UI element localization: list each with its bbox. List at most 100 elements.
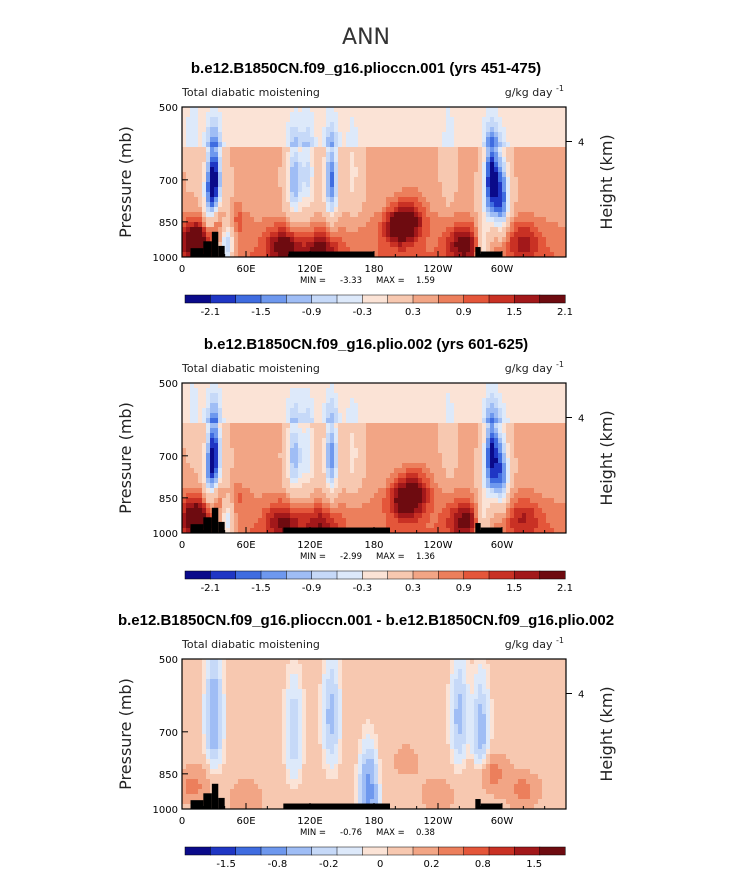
heatmap-cell (494, 202, 498, 207)
heatmap-cell (458, 408, 462, 413)
heatmap-cell (222, 448, 226, 453)
heatmap-cell (478, 142, 482, 147)
heatmap-cell (446, 197, 450, 202)
heatmap-cell (290, 212, 294, 217)
heatmap-cell (234, 428, 238, 433)
heatmap-cell (430, 463, 434, 468)
heatmap-cell (430, 212, 434, 217)
heatmap-cell (534, 413, 538, 418)
heatmap-cell (386, 112, 390, 117)
heatmap-cell (530, 192, 534, 197)
heatmap-cell (434, 142, 438, 147)
heatmap-cell (254, 112, 258, 117)
heatmap-cell (386, 122, 390, 127)
chart-panel-1: b.e12.B1850CN.f09_g16.plioccn.001 (yrs 4… (116, 60, 616, 318)
heatmap-cell (386, 182, 390, 187)
heatmap-cell (422, 393, 426, 398)
heatmap-cell (486, 212, 490, 217)
heatmap-cell (510, 232, 514, 237)
heatmap-cell (258, 403, 262, 408)
heatmap-cell (410, 197, 414, 202)
heatmap-cell (314, 393, 318, 398)
heatmap-cell (330, 408, 334, 413)
heatmap-cell (442, 433, 446, 438)
heatmap-cell (430, 232, 434, 237)
heatmap-cell (290, 147, 294, 152)
heatmap-cell (238, 182, 242, 187)
heatmap-cell (378, 473, 382, 478)
heatmap-cell (230, 413, 234, 418)
heatmap-cell (222, 127, 226, 132)
heatmap-cell (434, 473, 438, 478)
heatmap-cell (330, 122, 334, 127)
heatmap-cell (398, 177, 402, 182)
colorbar-label: -1.5 (251, 307, 271, 318)
heatmap-cell (490, 448, 494, 453)
heatmap-cell (278, 423, 282, 428)
heatmap-cell (282, 443, 286, 448)
heatmap-cell (462, 177, 466, 182)
heatmap-cell (490, 403, 494, 408)
heatmap-cell (254, 398, 258, 403)
heatmap-cell (398, 468, 402, 473)
heatmap-cell (210, 202, 214, 207)
heatmap-cell (406, 187, 410, 192)
heatmap-cell (366, 122, 370, 127)
heatmap-cell (554, 177, 558, 182)
heatmap-cell (226, 147, 230, 152)
heatmap-cell (454, 438, 458, 443)
heatmap-cell (278, 247, 282, 252)
colorbar-swatch (540, 295, 566, 303)
heatmap-cell (518, 242, 522, 247)
heatmap-cell (482, 177, 486, 182)
heatmap-cell (322, 197, 326, 202)
heatmap-cell (450, 147, 454, 152)
heatmap-cell (266, 468, 270, 473)
heatmap-cell (298, 483, 302, 488)
heatmap-cell (302, 147, 306, 152)
heatmap-cell (354, 413, 358, 418)
heatmap-cell (286, 142, 290, 147)
heatmap-cell (410, 242, 414, 247)
heatmap-cell (334, 227, 338, 232)
heatmap-cell (370, 473, 374, 478)
heatmap-cell (350, 197, 354, 202)
heatmap-cell (258, 473, 262, 478)
heatmap-cell (378, 413, 382, 418)
heatmap-cell (374, 237, 378, 242)
colorbar-label: 0.3 (405, 307, 421, 318)
heatmap-cell (382, 132, 386, 137)
heatmap-cell (558, 433, 562, 438)
heatmap-cell (234, 448, 238, 453)
heatmap-cell (514, 438, 518, 443)
heatmap-cell (310, 137, 314, 142)
heatmap-cell (458, 112, 462, 117)
heatmap-cell (354, 443, 358, 448)
heatmap-cell (506, 132, 510, 137)
heatmap-cell (530, 418, 534, 423)
heatmap-cell (550, 408, 554, 413)
heatmap-cell (434, 132, 438, 137)
heatmap-cell (350, 142, 354, 147)
heatmap-cell (274, 187, 278, 192)
heatmap-cell (446, 222, 450, 227)
heatmap-cell (458, 463, 462, 468)
heatmap-cell (214, 152, 218, 157)
heatmap-cell (374, 107, 378, 112)
heatmap-cell (190, 122, 194, 127)
heatmap-cell (418, 383, 422, 388)
heatmap-cell (334, 177, 338, 182)
heatmap-cell (494, 152, 498, 157)
heatmap-cell (318, 132, 322, 137)
heatmap-cell (274, 177, 278, 182)
heatmap-cell (282, 433, 286, 438)
heatmap-cell (250, 413, 254, 418)
heatmap-cell (366, 242, 370, 247)
heatmap-cell (302, 182, 306, 187)
heatmap-cell (478, 443, 482, 448)
heatmap-cell (410, 227, 414, 232)
heatmap-cell (510, 433, 514, 438)
heatmap-cell (378, 202, 382, 207)
heatmap-cell (262, 398, 266, 403)
heatmap-cell (550, 388, 554, 393)
